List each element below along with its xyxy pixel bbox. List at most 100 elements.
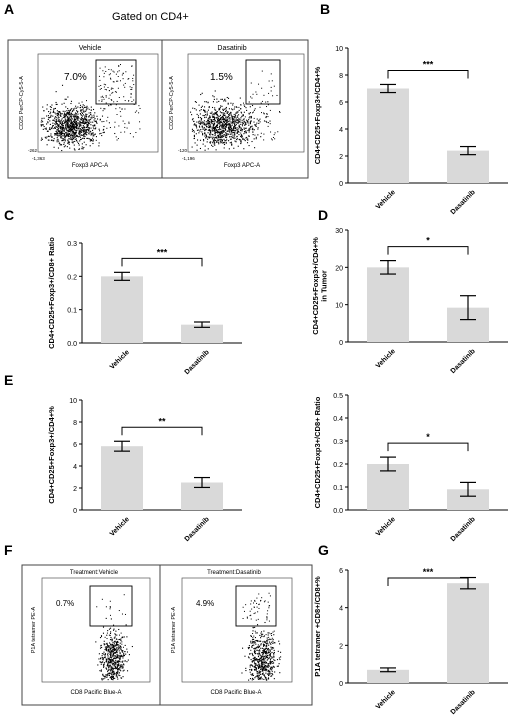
- event-dot: [252, 673, 254, 675]
- event-dot: [265, 655, 268, 657]
- event-dot: [214, 107, 216, 109]
- event-dot: [117, 138, 119, 140]
- event-dot: [229, 136, 231, 138]
- event-dot: [125, 624, 127, 626]
- event-dot: [253, 656, 255, 658]
- event-dot: [271, 632, 273, 634]
- event-dot: [106, 659, 108, 661]
- event-dot: [211, 129, 214, 131]
- event-dot: [214, 139, 216, 142]
- event-dot: [266, 641, 268, 643]
- event-dot: [216, 131, 218, 134]
- event-dot: [237, 116, 239, 118]
- event-dot: [273, 651, 275, 654]
- event-dot: [111, 672, 113, 674]
- event-dot: [67, 133, 69, 135]
- event-dot: [267, 101, 269, 103]
- event-dot: [229, 128, 231, 130]
- event-dot: [119, 111, 121, 113]
- event-dot: [116, 643, 118, 645]
- event-dot: [266, 679, 268, 681]
- event-dot: [48, 128, 51, 130]
- event-dot: [110, 69, 112, 71]
- event-dot: [73, 131, 75, 133]
- flow-a2-percent: 1.5%: [210, 72, 233, 83]
- event-dot: [225, 136, 227, 138]
- event-dot: [259, 671, 261, 673]
- event-dot: [222, 120, 225, 123]
- event-dot: [270, 138, 272, 140]
- event-dot: [193, 137, 195, 140]
- event-dot: [257, 611, 259, 613]
- event-dot: [221, 127, 223, 129]
- event-dot: [251, 641, 254, 643]
- event-dot: [269, 649, 271, 651]
- event-dot: [49, 106, 51, 108]
- event-dot: [78, 126, 80, 128]
- event-dot: [267, 634, 269, 636]
- event-dot: [74, 129, 76, 131]
- event-dot: [216, 124, 218, 126]
- event-dot: [258, 122, 260, 124]
- event-dot: [112, 660, 115, 662]
- event-dot: [94, 133, 96, 135]
- event-dot: [260, 658, 262, 660]
- event-dot: [234, 122, 236, 124]
- event-dot: [227, 97, 230, 99]
- event-dot: [87, 125, 89, 127]
- event-dot: [243, 120, 245, 122]
- event-dot: [100, 669, 103, 671]
- event-dot: [269, 120, 271, 122]
- event-dot: [254, 659, 256, 661]
- event-dot: [258, 658, 260, 661]
- event-dot: [118, 668, 120, 670]
- event-dot: [256, 122, 258, 124]
- event-dot: [110, 669, 112, 671]
- event-dot: [63, 122, 66, 124]
- event-dot: [64, 138, 66, 141]
- event-dot: [65, 120, 67, 122]
- event-dot: [75, 105, 77, 107]
- event-dot: [92, 121, 94, 123]
- event-dot: [95, 139, 97, 141]
- event-dot: [117, 670, 119, 672]
- event-dot: [105, 643, 107, 645]
- flow-a1-ymin: -262: [28, 148, 38, 153]
- event-dot: [107, 650, 109, 652]
- event-dot: [112, 91, 114, 93]
- event-dot: [210, 124, 212, 126]
- event-dot: [212, 130, 214, 132]
- event-dot: [103, 125, 105, 128]
- event-dot: [111, 660, 113, 662]
- event-dot: [70, 124, 72, 126]
- event-dot: [118, 663, 120, 665]
- event-dot: [49, 120, 51, 122]
- event-dot: [265, 650, 268, 652]
- event-dot: [211, 114, 213, 116]
- event-dot: [248, 135, 250, 137]
- event-dot: [268, 673, 270, 675]
- event-dot: [56, 141, 58, 143]
- event-dot: [63, 135, 65, 137]
- event-dot: [273, 630, 275, 632]
- event-dot: [254, 651, 257, 653]
- event-dot: [261, 635, 263, 637]
- event-dot: [272, 95, 274, 97]
- event-dot: [119, 80, 121, 82]
- event-dot: [226, 118, 228, 120]
- event-dot: [56, 110, 58, 112]
- event-dot: [266, 666, 268, 668]
- event-dot: [118, 97, 120, 99]
- event-dot: [194, 142, 196, 144]
- event-dot: [254, 640, 256, 642]
- event-dot: [261, 665, 263, 667]
- event-dot: [109, 659, 111, 661]
- event-dot: [220, 135, 222, 137]
- event-dot: [225, 142, 227, 144]
- event-dot: [265, 677, 267, 679]
- event-dot: [81, 121, 83, 124]
- event-dot: [118, 665, 120, 667]
- event-dot: [55, 103, 57, 105]
- event-dot: [199, 113, 201, 115]
- event-dot: [280, 656, 282, 658]
